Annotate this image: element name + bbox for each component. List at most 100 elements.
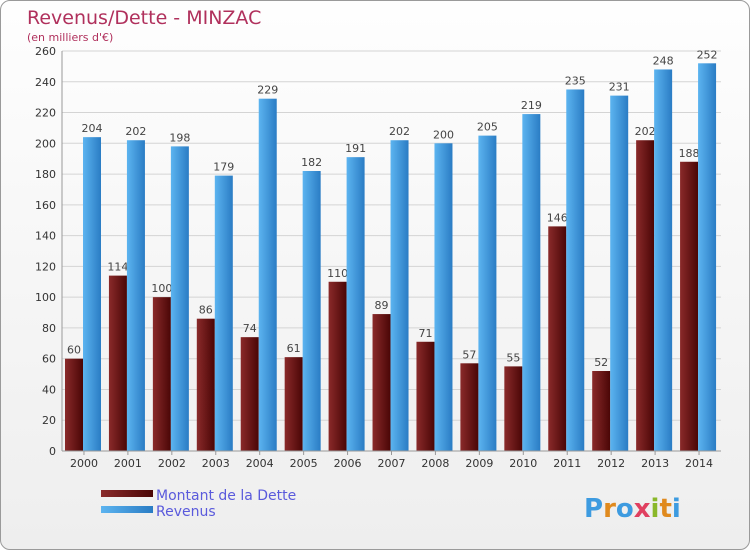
bar-revenus <box>390 140 409 451</box>
x-tick-label: 2005 <box>290 457 318 470</box>
data-label: 89 <box>375 299 389 312</box>
bar-revenus <box>258 98 277 451</box>
data-label: 60 <box>67 344 81 357</box>
x-tick-label: 2007 <box>378 457 406 470</box>
logo-letter: i <box>651 494 660 524</box>
bar-dette <box>416 341 435 451</box>
y-tick-label: 80 <box>42 322 56 335</box>
y-tick-label: 140 <box>35 230 56 243</box>
logo-letter: t <box>659 494 671 524</box>
data-label: 202 <box>389 125 410 138</box>
chart-subtitle: (en milliers d'€) <box>27 31 113 44</box>
data-label: 205 <box>477 121 498 134</box>
data-label: 188 <box>679 147 700 160</box>
data-label: 202 <box>125 125 146 138</box>
bar-revenus <box>170 146 189 451</box>
bar-dette <box>636 140 655 451</box>
data-label: 71 <box>418 327 432 340</box>
y-tick-label: 0 <box>49 445 56 458</box>
bar-revenus <box>698 63 717 452</box>
bar-revenus <box>654 69 673 451</box>
data-label: 235 <box>565 74 586 87</box>
bars: 60 204 114 202 100 198 86 179 74 229 61 182 110 191 89… <box>65 48 718 452</box>
legend-swatch-revenus <box>101 506 153 513</box>
y-tick-label: 180 <box>35 168 56 181</box>
bar-revenus <box>302 171 321 451</box>
x-tick-label: 2004 <box>246 457 274 470</box>
x-tick-label: 2002 <box>158 457 186 470</box>
data-label: 110 <box>327 267 348 280</box>
x-tick-label: 2001 <box>114 457 142 470</box>
legend-label-debt: Montant de la Dette <box>156 488 296 504</box>
bar-revenus <box>522 114 541 452</box>
data-label: 202 <box>635 125 656 138</box>
data-label: 55 <box>506 351 520 364</box>
logo-letter: o <box>616 494 634 524</box>
bar-revenus <box>566 89 585 451</box>
y-tick-label: 100 <box>35 291 56 304</box>
x-tick-label: 2014 <box>685 457 713 470</box>
x-tick-label: 2009 <box>465 457 493 470</box>
logo-letter: r <box>603 494 616 524</box>
data-label: 229 <box>257 84 278 97</box>
data-label: 191 <box>345 142 366 155</box>
data-label: 114 <box>107 261 128 274</box>
y-tick-label: 220 <box>35 107 56 120</box>
data-label: 204 <box>82 122 103 135</box>
bar-dette <box>108 275 127 451</box>
y-tick-label: 20 <box>42 414 56 427</box>
legend-swatch-debt <box>101 490 153 497</box>
data-label: 248 <box>653 54 674 67</box>
bar-revenus <box>83 137 101 451</box>
bar-dette <box>152 297 171 451</box>
x-tick-label: 2003 <box>202 457 230 470</box>
bar-dette <box>548 226 567 451</box>
bar-dette <box>460 363 479 451</box>
bar-revenus <box>346 157 365 451</box>
data-label: 100 <box>151 282 172 295</box>
y-tick-label: 260 <box>35 45 56 58</box>
bar-dette <box>328 281 347 451</box>
y-tick-label: 120 <box>35 260 56 273</box>
x-tick-label: 2013 <box>641 457 669 470</box>
x-tick-label: 2012 <box>597 457 625 470</box>
y-tick-label: 200 <box>35 137 56 150</box>
bar-dette <box>680 161 699 451</box>
x-tick-label: 2000 <box>70 457 98 470</box>
logo-letter: i <box>672 494 681 524</box>
y-tick-label: 40 <box>42 383 56 396</box>
data-label: 231 <box>609 81 630 94</box>
legend: Montant de la Dette Revenus <box>101 488 296 520</box>
y-axis-ticks: 0 20 40 60 80 100 120 140 160 180 200 220 240 260 <box>35 45 56 458</box>
bar-revenus <box>214 175 233 451</box>
data-label: 86 <box>199 304 213 317</box>
data-label: 252 <box>697 48 718 61</box>
x-tick-label: 2006 <box>334 457 362 470</box>
bar-dette <box>592 371 611 451</box>
bar-revenus <box>610 95 629 451</box>
bar-dette <box>240 337 259 451</box>
bar-dette <box>372 314 391 451</box>
data-label: 179 <box>213 161 234 174</box>
data-label: 74 <box>243 322 257 335</box>
data-label: 57 <box>462 348 476 361</box>
data-label: 200 <box>433 128 454 141</box>
data-label: 61 <box>287 342 301 355</box>
data-label: 146 <box>547 211 568 224</box>
x-tick-label: 2008 <box>421 457 449 470</box>
bar-dette <box>284 357 303 451</box>
logo-letter: P <box>584 494 603 524</box>
proxiti-logo: Proxiti <box>584 494 681 524</box>
bar-revenus <box>434 143 453 452</box>
bar-dette <box>504 366 523 451</box>
x-tick-label: 2010 <box>509 457 537 470</box>
data-label: 182 <box>301 156 322 169</box>
x-axis-ticks: 2000 2001 2002 2003 2004 2005 2006 2007 2008 2009… <box>70 451 713 470</box>
y-tick-label: 240 <box>35 76 56 89</box>
bar-revenus <box>126 140 145 451</box>
bar-revenus <box>478 135 497 451</box>
y-tick-label: 160 <box>35 199 56 212</box>
x-tick-label: 2011 <box>553 457 581 470</box>
